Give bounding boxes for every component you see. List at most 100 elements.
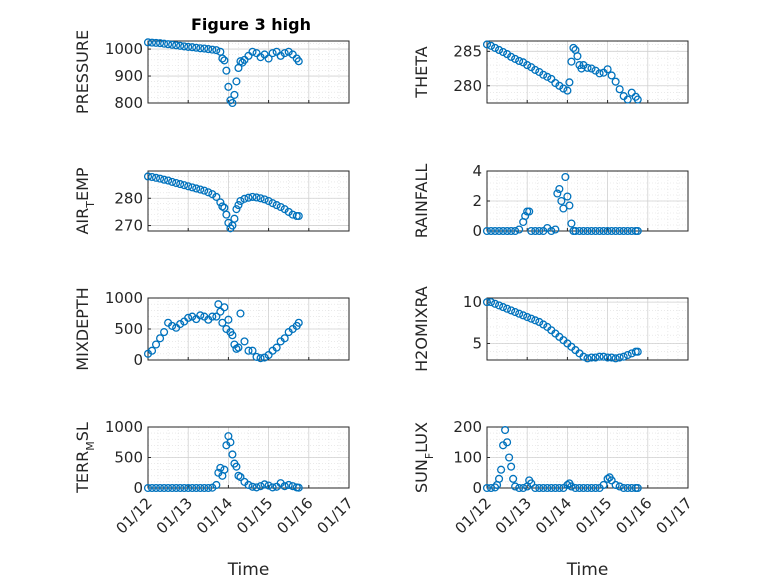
data-point (147, 172, 157, 182)
subplot-mixdepth: 0 500 1000 MIXDEPTH (73, 287, 350, 371)
y-tick-label: 10 (463, 293, 482, 311)
data-point (216, 198, 225, 207)
data-point (228, 331, 237, 340)
y-axis-label-main: MIXDEPTH (73, 287, 92, 370)
axes-box (147, 170, 350, 232)
data-point (619, 352, 628, 361)
data-point (230, 214, 239, 223)
data-point (563, 86, 572, 95)
data-point (531, 65, 540, 74)
data-point (503, 438, 512, 447)
data-point (495, 226, 504, 236)
data-point (535, 317, 544, 327)
data-point (192, 483, 201, 493)
y-tick-label: 0 (472, 479, 482, 497)
data-point (495, 474, 504, 483)
y-tick-label: 500 (114, 320, 143, 338)
data-point (627, 483, 636, 493)
data-point (603, 65, 612, 74)
data-point (615, 85, 624, 94)
data-point (527, 226, 536, 236)
data-point (212, 192, 221, 201)
data-point (260, 353, 269, 362)
data-point (559, 84, 568, 93)
data-point (547, 226, 556, 236)
y-tick-label: 1000 (105, 289, 143, 307)
data-point (288, 50, 297, 59)
data-point (575, 483, 584, 493)
y-tick-label: 500 (114, 449, 143, 467)
y-tick-label: 2 (472, 192, 482, 210)
data-point (248, 482, 257, 491)
data-point (143, 483, 153, 493)
data-point (539, 320, 548, 329)
data-point (499, 47, 508, 57)
data-point (591, 226, 600, 236)
y-axis-label-main: TERR (73, 451, 92, 494)
data-point (587, 64, 596, 73)
x-tick-label: 01/15 (233, 494, 276, 537)
data-point (260, 480, 269, 489)
data-point (482, 298, 492, 307)
x-tick-label: 01/12 (113, 494, 156, 537)
data-point (531, 316, 540, 325)
data-point (567, 57, 576, 66)
data-point (284, 480, 293, 490)
x-tick-label: 01/15 (572, 494, 615, 537)
data-point (252, 352, 261, 361)
data-point (607, 353, 616, 362)
data-point (218, 202, 227, 211)
data-point (603, 226, 612, 236)
y-tick-label: 0 (133, 479, 143, 497)
x-axis-label: Time (566, 560, 609, 580)
y-axis-label-main: PRESSURE (73, 30, 92, 114)
data-point (490, 483, 500, 492)
y-tick-label: 5 (472, 334, 482, 352)
data-point (490, 299, 500, 308)
data-point (551, 483, 560, 493)
data-point (587, 483, 596, 493)
data-point (264, 196, 273, 206)
axes-box (486, 297, 689, 361)
data-point (156, 334, 165, 343)
data-point (543, 483, 552, 493)
data-point (587, 226, 596, 236)
data-point (151, 340, 161, 349)
data-point (571, 483, 580, 493)
data-point (147, 483, 157, 493)
data-point (204, 188, 213, 197)
data-point (160, 328, 169, 337)
data-point (180, 181, 189, 190)
data-point (236, 309, 245, 318)
data-point (180, 42, 189, 51)
data-point (230, 90, 239, 99)
data-point (553, 189, 562, 198)
data-point (565, 78, 574, 87)
data-point (519, 311, 528, 320)
data-point (527, 479, 536, 488)
y-axis-label: MIXDEPTH (73, 287, 92, 370)
data-point (168, 483, 177, 493)
data-point (172, 178, 181, 188)
subplot-rainfall: 0 2 4 RAINFALL (412, 162, 689, 240)
data-point (224, 82, 233, 91)
data-point (611, 480, 620, 490)
y-axis-label-subscript: M (84, 441, 97, 451)
data-point (499, 226, 508, 236)
data-point (503, 226, 512, 236)
data-point (607, 226, 616, 236)
data-point (565, 201, 574, 210)
data-point (561, 172, 570, 182)
x-tick-label: 01/17 (653, 494, 696, 537)
data-point (264, 350, 273, 360)
data-point (495, 45, 504, 55)
data-point (567, 219, 576, 228)
x-tick-label: 01/13 (153, 494, 196, 537)
data-point (276, 202, 285, 212)
data-point (216, 463, 225, 472)
data-point (603, 474, 612, 483)
data-point (569, 43, 578, 52)
data-point (196, 483, 205, 493)
data-point (482, 226, 492, 236)
data-point (519, 483, 528, 493)
